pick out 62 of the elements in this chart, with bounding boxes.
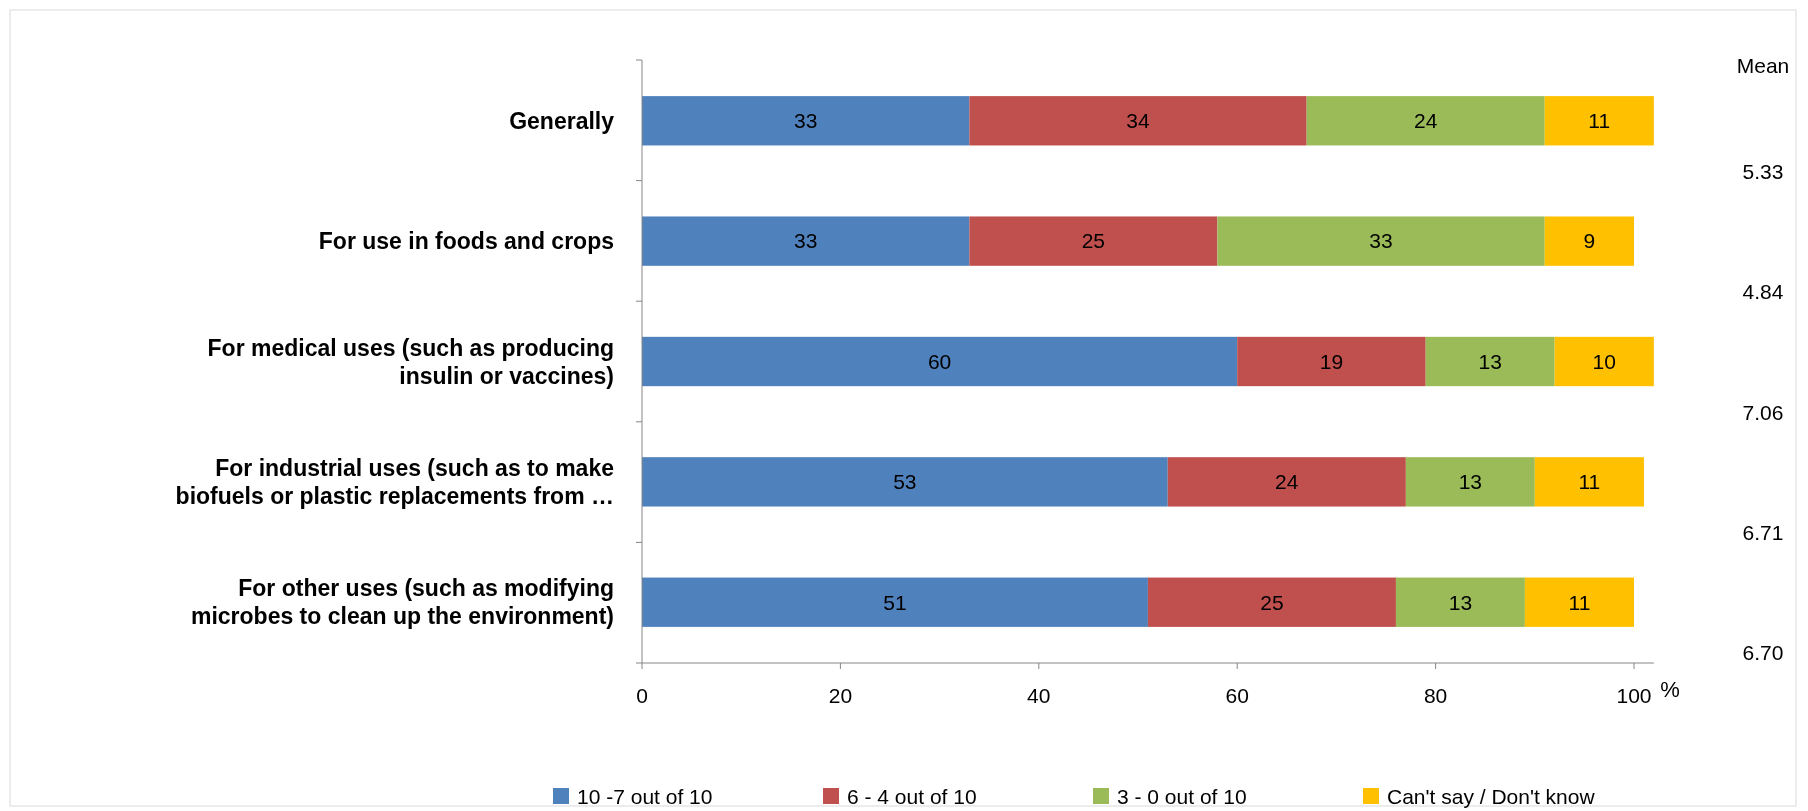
text: 6.71 (1742, 520, 1784, 544)
text: 6.70 (1742, 641, 1784, 665)
y-tick-label: For industrial uses (such as to make biofuels or plastic replacements from … (175, 454, 614, 509)
y-tick-label: For medical uses (such as producing insulin or vaccines) (207, 334, 614, 389)
bar (1425, 336, 1555, 387)
bar (1544, 216, 1634, 266)
data-label: 25 (1081, 229, 1106, 253)
x-axis-title: % (1660, 677, 1680, 702)
data-label: 24 (1414, 109, 1438, 133)
data-label: 33 (794, 109, 818, 133)
legend-label: 6 - 4 out of 10 (847, 785, 977, 809)
bar (969, 216, 1218, 266)
data-label: 53 (893, 470, 917, 494)
x-tick-label: 100 (1616, 684, 1652, 707)
data-label: 33 (1369, 229, 1393, 253)
bar (1524, 577, 1634, 627)
data-label: 11 (1578, 470, 1601, 494)
x-tick-label: 60 (1225, 684, 1249, 707)
x-tick-label: 0 (636, 684, 648, 707)
data-label: 13 (1458, 470, 1482, 494)
data-label: 34 (1126, 109, 1150, 133)
data-label: 11 (1588, 109, 1611, 133)
data-label: 9 (1583, 229, 1596, 253)
data-label: 11 (1568, 590, 1591, 614)
data-label: 13 (1478, 349, 1502, 373)
data-label: 60 (927, 349, 952, 373)
bar (969, 96, 1307, 146)
text: 7.06 (1742, 400, 1784, 424)
bar (1306, 96, 1545, 146)
x-tick-label: 40 (1027, 684, 1051, 707)
bar (1544, 96, 1654, 146)
data-label: 10 (1592, 349, 1616, 373)
legend-label: Can't say / Don't know (1387, 785, 1596, 809)
bar (1405, 457, 1535, 507)
bar (1534, 457, 1644, 507)
bar (1217, 216, 1545, 266)
x-tick-label: 20 (828, 684, 853, 707)
text: Mean (1736, 54, 1790, 78)
data-label: 19 (1319, 349, 1344, 373)
bar (642, 216, 970, 266)
bar (1167, 457, 1406, 507)
legend-label: 10 -7 out of 10 (577, 785, 713, 809)
bar (642, 336, 1238, 387)
bar (642, 457, 1168, 507)
y-tick-label: Generally (509, 107, 615, 134)
data-label: 25 (1260, 590, 1284, 614)
data-label: 13 (1448, 590, 1473, 614)
bar (1554, 336, 1654, 387)
y-tick-label: For use in foods and crops (318, 228, 614, 255)
data-label: 33 (794, 229, 818, 253)
bar (1395, 577, 1525, 627)
bar (1147, 577, 1396, 627)
x-tick-label: 80 (1423, 684, 1448, 707)
data-label: 24 (1275, 470, 1299, 494)
bar (1237, 336, 1426, 387)
legend-label: 3 - 0 out of 10 (1117, 785, 1247, 809)
y-tick-label: For other uses (such as modifying microbes to clean up the environment) (190, 575, 614, 630)
text: 5.33 (1742, 159, 1784, 183)
bar (642, 577, 1148, 627)
bar (642, 96, 970, 146)
data-label: 51 (883, 590, 907, 614)
text: 4.84 (1742, 280, 1784, 304)
